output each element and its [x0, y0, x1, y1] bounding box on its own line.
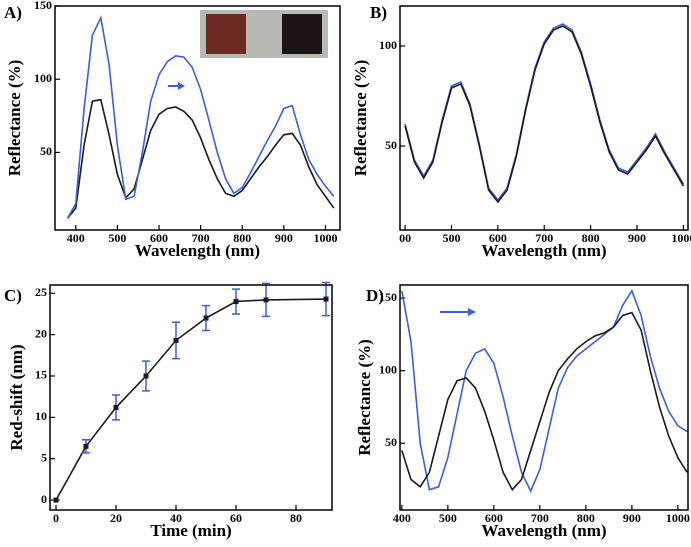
plot-area	[55, 298, 327, 501]
data-line	[404, 25, 685, 204]
x-tick-label: 500	[439, 511, 457, 525]
y-axis-label: Reflectance (%)	[5, 60, 24, 177]
y-axis-label: Reflectance (%)	[355, 339, 374, 456]
x-tick-label: 500	[108, 231, 126, 245]
x-tick-label: 600	[150, 231, 168, 245]
data-point	[173, 337, 179, 343]
data-line	[404, 23, 685, 202]
x-tick-label: 60	[230, 511, 242, 525]
data-point	[263, 297, 269, 303]
axes-frame	[49, 284, 333, 511]
data-line	[66, 15, 335, 219]
panel-label: B)	[370, 3, 387, 22]
x-tick-label: 500	[442, 231, 460, 245]
data-point	[233, 299, 239, 305]
data-point	[113, 404, 119, 410]
x-tick-label: 80	[290, 511, 302, 525]
x-tick-label: 1000	[671, 231, 691, 245]
y-tick-label: 25	[35, 285, 47, 299]
shift-arrow	[440, 308, 476, 316]
y-tick-label: 50	[40, 144, 52, 158]
x-tick-label: 900	[623, 511, 641, 525]
x-tick-label: 40	[170, 511, 182, 525]
data-point	[53, 497, 59, 503]
y-tick-label: 50	[385, 435, 397, 449]
axes-frame	[399, 284, 689, 511]
y-tick-label: 5	[41, 450, 47, 464]
x-axis-label: Wavelength (nm)	[481, 521, 606, 540]
x-tick-label: 800	[582, 231, 600, 245]
y-tick-label: 15	[35, 368, 47, 382]
y-tick-label: 100	[379, 38, 397, 52]
x-tick-label: 400	[393, 511, 411, 525]
x-tick-label: 400	[67, 231, 85, 245]
y-axis-label: Red-shift (nm)	[7, 344, 26, 450]
plot-area	[401, 289, 688, 494]
plot-area	[66, 15, 335, 219]
inset-photo	[200, 10, 328, 58]
data-line	[55, 298, 327, 501]
data-point	[203, 315, 209, 321]
x-tick-label: 800	[577, 511, 595, 525]
y-tick-label: 100	[379, 362, 397, 376]
data-point	[143, 373, 149, 379]
x-tick-label: 900	[275, 231, 293, 245]
panel-label: D)	[366, 286, 384, 305]
y-axis-label: Reflectance (%)	[351, 60, 370, 177]
x-tick-label: 1000	[666, 511, 690, 525]
y-tick-label: 10	[35, 409, 47, 423]
axes-frame	[399, 5, 689, 231]
y-tick-label: 150	[379, 290, 397, 304]
x-tick-label: 1000	[313, 231, 337, 245]
x-tick-label: 900	[628, 231, 646, 245]
y-tick-label: 0	[41, 492, 47, 506]
x-axis-label: Wavelength (nm)	[135, 241, 260, 260]
x-tick-label: 0	[53, 511, 59, 525]
data-line	[66, 98, 335, 219]
x-tick-label: 600	[489, 231, 507, 245]
axes-frame	[54, 5, 341, 231]
x-tick-label: 00	[399, 231, 411, 245]
y-tick-label: 100	[34, 71, 52, 85]
data-point	[323, 296, 329, 302]
x-tick-label: 700	[535, 231, 553, 245]
x-tick-label: 800	[233, 231, 251, 245]
x-tick-label: 700	[192, 231, 210, 245]
x-tick-label: 20	[110, 511, 122, 525]
shift-arrow	[168, 82, 185, 90]
data-line	[401, 289, 688, 494]
x-axis-label: Wavelength (nm)	[481, 241, 606, 260]
y-tick-label: 20	[35, 326, 47, 340]
panel-label: C)	[4, 286, 22, 305]
data-line	[401, 311, 688, 492]
x-tick-label: 700	[531, 511, 549, 525]
plot-area	[404, 23, 685, 204]
y-tick-label: 50	[385, 138, 397, 152]
data-point	[83, 443, 89, 449]
x-axis-label: Time (min)	[150, 521, 231, 540]
x-tick-label: 600	[485, 511, 503, 525]
y-tick-label: 150	[34, 0, 52, 12]
panel-label: A)	[4, 3, 22, 22]
